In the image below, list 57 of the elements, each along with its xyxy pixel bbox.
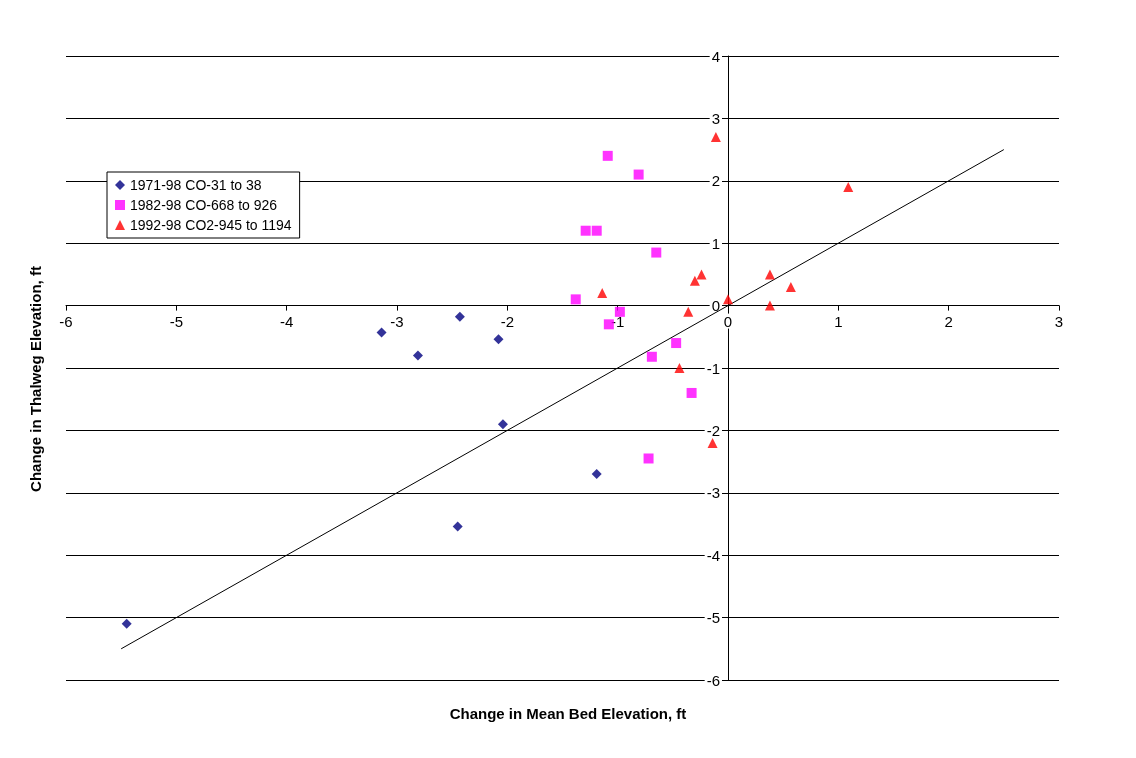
point xyxy=(843,182,854,193)
y-tick-label: 3 xyxy=(711,109,720,127)
y-tick-label: -5 xyxy=(706,609,720,627)
point xyxy=(686,387,697,398)
point xyxy=(689,275,700,286)
x-tick-label: 1 xyxy=(834,312,843,330)
y-tick-label: -1 xyxy=(706,359,720,377)
legend-label: 1992-98 CO2-945 to 1194 xyxy=(130,217,292,233)
point xyxy=(723,294,733,305)
point xyxy=(121,618,132,629)
point xyxy=(710,132,721,143)
y-tick-label: -2 xyxy=(706,421,720,439)
x-tick-label: -5 xyxy=(169,312,184,330)
x-tick-label: -6 xyxy=(59,312,73,330)
x-axis-title: Change in Mean Bed Elevation, ft xyxy=(449,705,687,722)
y-tick-label: 0 xyxy=(711,297,720,315)
x-tick-label: -3 xyxy=(390,312,404,330)
point xyxy=(580,225,591,236)
y-axis-title: Change in Thalweg Elevation, ft xyxy=(27,266,44,492)
x-tick-label: -4 xyxy=(279,312,294,330)
point xyxy=(696,269,707,280)
point xyxy=(570,294,581,305)
x-tick-label: -1 xyxy=(610,312,625,330)
point xyxy=(591,469,602,480)
point xyxy=(707,437,718,448)
x-tick-label: 0 xyxy=(723,312,733,330)
point xyxy=(785,281,796,292)
point xyxy=(683,306,694,317)
point xyxy=(633,169,644,180)
point xyxy=(674,363,685,373)
point xyxy=(671,338,682,349)
point xyxy=(497,419,508,430)
point xyxy=(614,306,625,317)
x-tick-label: 3 xyxy=(1054,312,1064,330)
y-tick-label: 1 xyxy=(711,234,720,252)
point xyxy=(412,350,423,361)
point xyxy=(493,334,504,345)
legend-label: 1982-98 CO-668 to 926 xyxy=(130,197,278,213)
y-tick-label: -3 xyxy=(706,484,720,502)
point xyxy=(764,300,775,311)
point xyxy=(454,311,465,322)
point xyxy=(651,247,662,258)
point xyxy=(764,269,775,280)
y-tick-label: -4 xyxy=(706,546,720,564)
point xyxy=(643,453,654,464)
x-tick-label: 2 xyxy=(944,312,953,330)
legend-label: 1971-98 CO-31 to 38 xyxy=(130,177,262,193)
point xyxy=(597,288,608,299)
y-tick-label: 4 xyxy=(711,47,720,65)
y-tick-label: 2 xyxy=(711,172,720,190)
point xyxy=(646,351,657,362)
point xyxy=(452,521,463,532)
point xyxy=(376,327,387,338)
y-tick-label: -6 xyxy=(706,671,720,689)
point xyxy=(602,150,613,161)
x-tick-label: -2 xyxy=(500,312,515,330)
point xyxy=(591,225,602,236)
